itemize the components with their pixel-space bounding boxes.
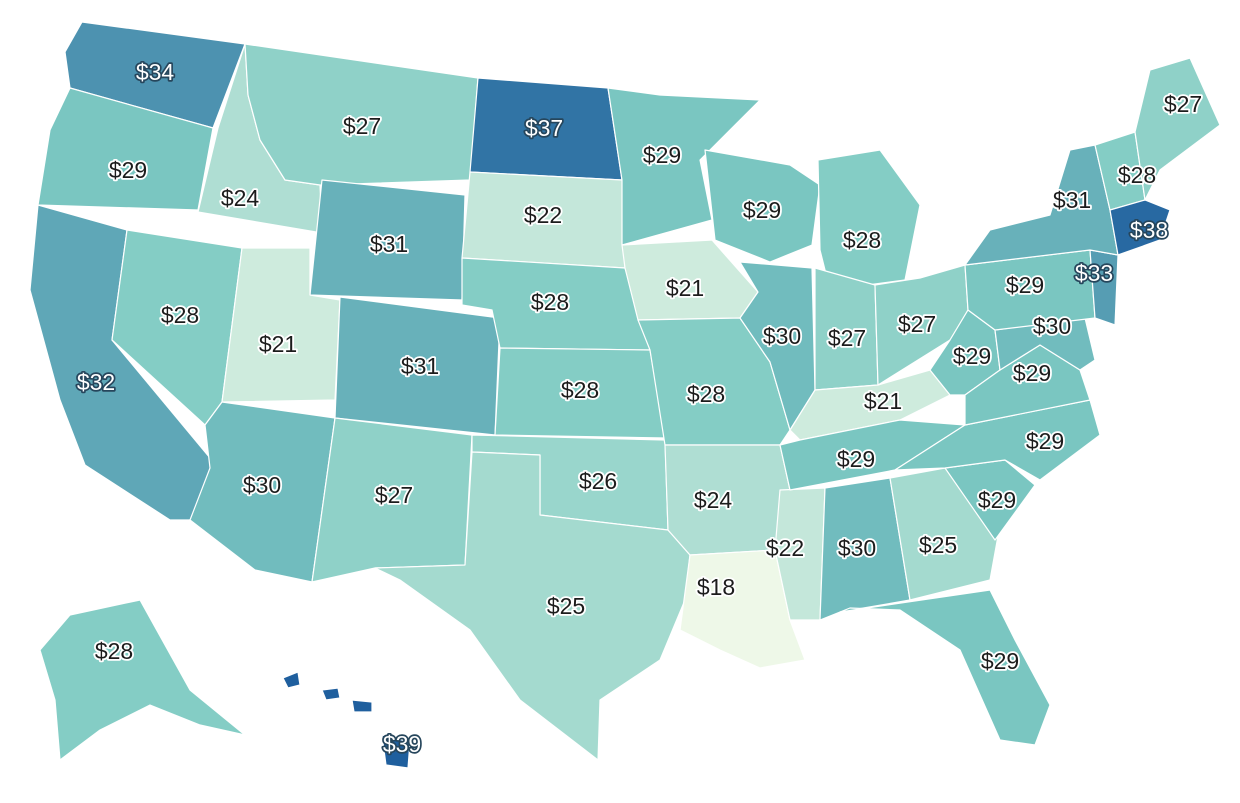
value-label-mn: $29 (643, 142, 681, 168)
value-label-mt: $27 (343, 113, 381, 139)
state-il[interactable] (739, 261, 816, 431)
value-label-ne: $28 (531, 289, 569, 315)
value-label-ut: $21 (259, 331, 297, 357)
state-hi[interactable] (282, 671, 301, 689)
state-hi[interactable] (381, 734, 411, 769)
value-label-ca: $32 (77, 369, 115, 395)
value-label-id: $24 (221, 185, 260, 211)
value-label-wy: $31 (370, 231, 408, 257)
value-label-co: $31 (401, 353, 439, 379)
value-label-al: $30 (838, 535, 876, 561)
value-label-wv: $29 (953, 343, 991, 369)
value-label-ia: $21 (666, 275, 704, 301)
state-fl[interactable] (839, 589, 1051, 746)
value-label-nm: $27 (375, 482, 413, 508)
value-label-mo: $28 (687, 381, 725, 407)
value-label-ga: $25 (919, 532, 957, 558)
state-ms[interactable] (774, 487, 826, 621)
value-label-wi: $29 (743, 197, 781, 223)
value-label-sc: $29 (978, 487, 1016, 513)
value-label-in: $27 (828, 325, 866, 351)
state-or[interactable] (37, 87, 214, 211)
value-label-sd: $22 (524, 202, 562, 228)
value-label-hi: $39 (383, 731, 421, 757)
state-shapes (29, 21, 1221, 769)
state-ak[interactable] (39, 599, 246, 761)
value-label-nj: $33 (1075, 260, 1113, 286)
state-hi[interactable] (321, 687, 341, 701)
value-label-va: $29 (1013, 360, 1051, 386)
state-value-labels: $34 $29 $32 $24 $28 $27 $31 $21 $31 $30 $27 $37 $22 $… (75, 57, 1204, 758)
value-label-nv: $28 (161, 302, 199, 328)
value-label-ky: $21 (864, 388, 902, 414)
value-label-md: $30 (1033, 313, 1071, 339)
value-label-or: $29 (109, 157, 147, 183)
state-me[interactable] (1134, 57, 1221, 201)
value-label-fl: $29 (981, 648, 1019, 674)
value-label-vt: $28 (1118, 162, 1156, 188)
value-label-tn: $29 (837, 446, 875, 472)
state-tx[interactable] (374, 451, 691, 761)
value-label-il: $30 (763, 323, 801, 349)
state-wi[interactable] (704, 149, 821, 263)
value-label-nc: $29 (1026, 428, 1064, 454)
state-al[interactable] (819, 477, 911, 621)
value-label-ms: $22 (766, 535, 804, 561)
value-label-ks: $28 (561, 377, 599, 403)
state-mn[interactable] (607, 87, 761, 246)
value-label-ny: $31 (1053, 187, 1091, 213)
value-label-pa: $29 (1006, 272, 1044, 298)
value-label-az: $30 (243, 472, 281, 498)
state-nc[interactable] (894, 399, 1101, 481)
value-label-me: $27 (1164, 91, 1202, 117)
value-label-tx: $25 (547, 593, 585, 619)
value-label-ar: $24 (694, 487, 733, 513)
value-label-ok: $26 (579, 468, 617, 494)
state-ny[interactable] (964, 144, 1119, 266)
value-label-wa: $34 (136, 59, 175, 85)
value-label-nd: $37 (525, 115, 563, 141)
state-ky[interactable] (789, 369, 951, 441)
value-label-la: $18 (697, 574, 735, 600)
state-mi[interactable] (817, 149, 921, 291)
value-label-oh: $27 (898, 311, 936, 337)
value-label-mi: $28 (843, 227, 881, 253)
state-hi[interactable] (351, 699, 373, 713)
state-ma[interactable] (1109, 199, 1171, 256)
value-label-ma: $38 (1130, 217, 1168, 243)
value-label-ak: $28 (95, 638, 133, 664)
